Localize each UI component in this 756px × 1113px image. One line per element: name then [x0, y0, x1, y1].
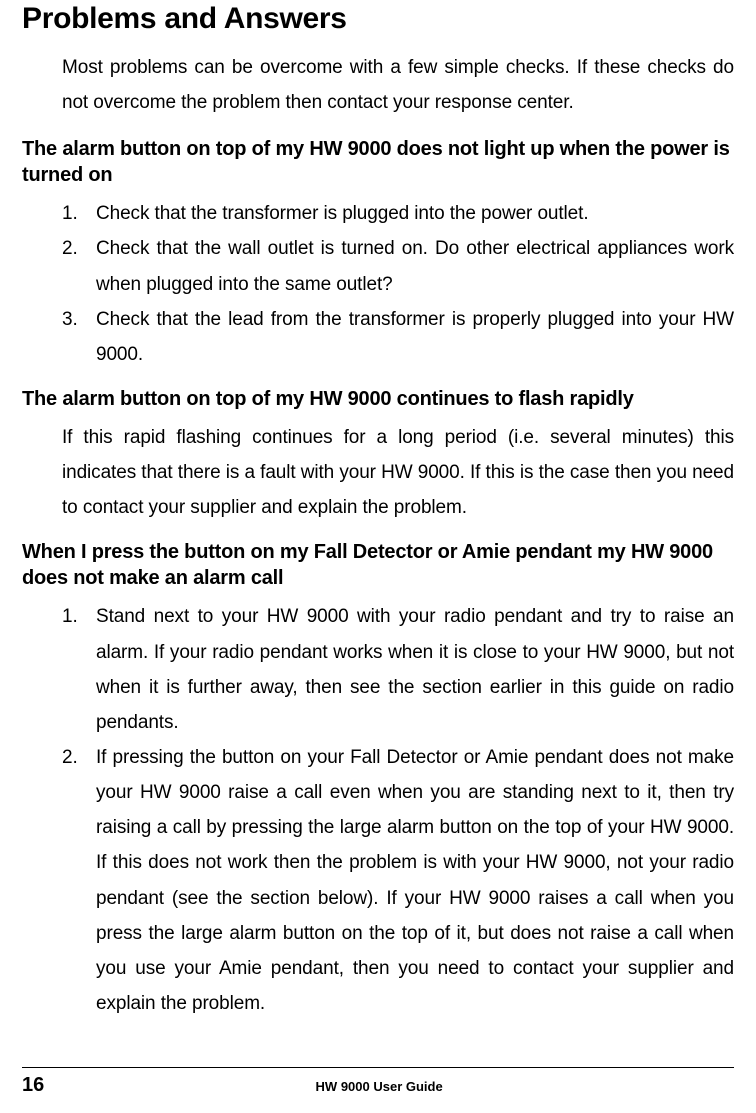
footer-rule [22, 1067, 734, 1068]
intro-paragraph: Most problems can be overcome with a few… [62, 50, 734, 120]
question-1-steps: 1. Check that the transformer is plugged … [62, 196, 734, 372]
step-number: 2. [62, 231, 78, 266]
question-3-heading: When I press the button on my Fall Detec… [22, 539, 734, 591]
list-item: 1. Stand next to your HW 9000 with your r… [62, 599, 734, 740]
step-text: Check that the transformer is plugged in… [96, 203, 589, 224]
list-item: 2. If pressing the button on your Fall De… [62, 740, 734, 1021]
footer-label: HW 9000 User Guide [316, 1079, 443, 1094]
question-2-body: If this rapid flashing continues for a l… [62, 420, 734, 525]
question-2-heading: The alarm button on top of my HW 9000 co… [22, 386, 734, 412]
page-footer: 16 HW 9000 User Guide [0, 1067, 756, 1097]
list-item: 3. Check that the lead from the transform… [62, 302, 734, 372]
page-number: 16 [22, 1074, 44, 1097]
step-text: Check that the wall outlet is turned on.… [96, 238, 734, 294]
list-item: 1. Check that the transformer is plugged … [62, 196, 734, 231]
question-3-steps: 1. Stand next to your HW 9000 with your r… [62, 599, 734, 1021]
step-number: 2. [62, 740, 78, 775]
list-item: 2. Check that the wall outlet is turned o… [62, 231, 734, 301]
step-text: Stand next to your HW 9000 with your rad… [96, 606, 734, 732]
question-1-heading: The alarm button on top of my HW 9000 do… [22, 136, 734, 188]
page-title: Problems and Answers [22, 2, 734, 36]
step-text: If pressing the button on your Fall Dete… [96, 747, 734, 1014]
step-number: 1. [62, 599, 78, 634]
step-number: 3. [62, 302, 78, 337]
step-number: 1. [62, 196, 78, 231]
step-text: Check that the lead from the transformer… [96, 309, 734, 365]
